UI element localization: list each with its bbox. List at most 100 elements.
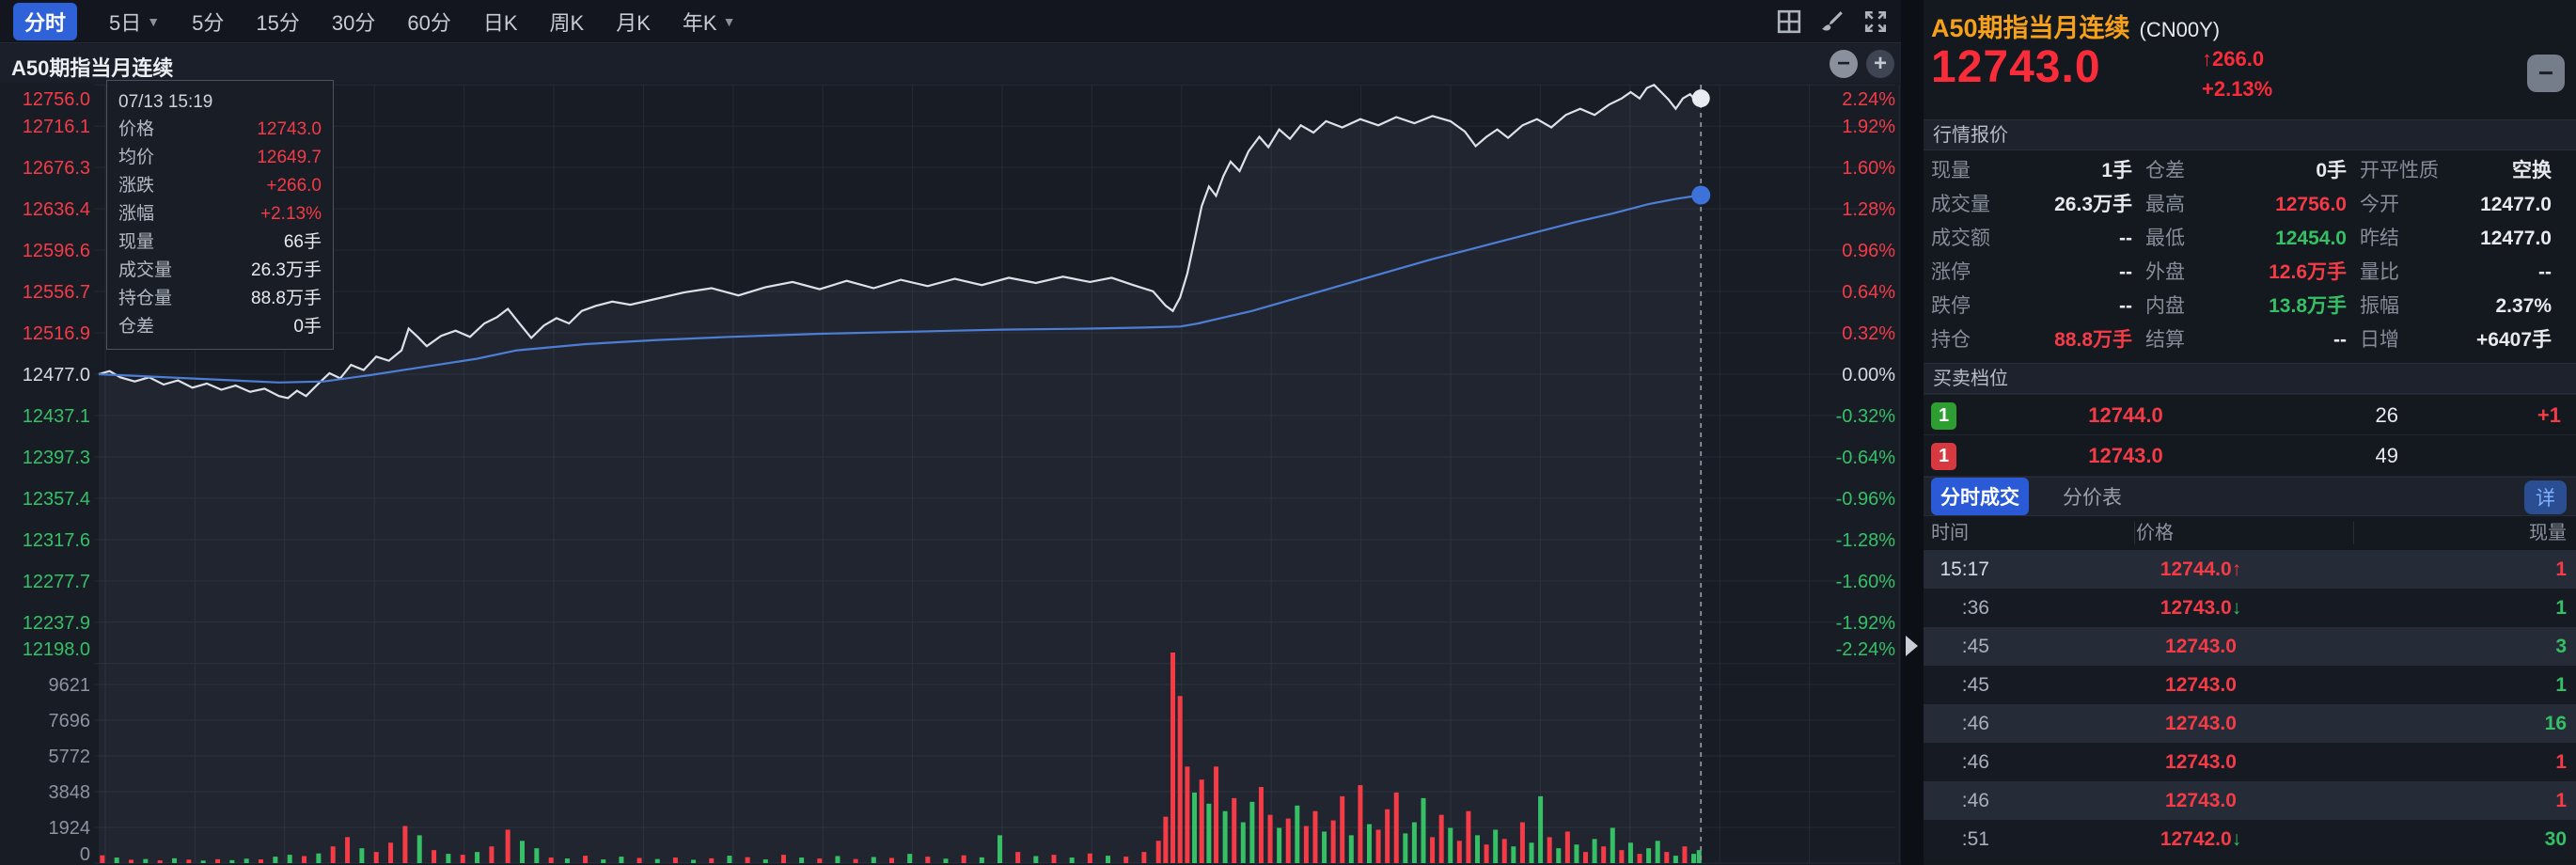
- level-qty: 26: [2375, 403, 2398, 427]
- price-change: ↑266.0: [2202, 47, 2265, 71]
- trade-row[interactable]: :51 12742.0↓ 30: [1924, 820, 2576, 858]
- trade-time: :46: [1961, 790, 1989, 811]
- trade-table-body: 15:17 12744.0↑ 1:36 12743.0↓ 1:45 12743.0 3:45…: [1924, 550, 2576, 858]
- trade-time: :45: [1961, 636, 1989, 657]
- brush-icon[interactable]: [1820, 9, 1845, 34]
- quote-field-最低: 最低 12454.0: [2145, 228, 2347, 249]
- series-价格: [98, 83, 1702, 400]
- zoom-in-button[interactable]: +: [1866, 50, 1894, 78]
- level-badge: 1: [1931, 402, 1956, 430]
- period-tab-5[interactable]: 30分: [331, 10, 376, 35]
- svg-text:5772: 5772: [49, 747, 91, 767]
- quote-field-内盘: 内盘 13.8万手: [2145, 295, 2347, 317]
- level-price: 12743.0: [2088, 444, 2163, 467]
- level-price: 12744.0: [2088, 403, 2163, 427]
- quote-row: 持仓 88.8万手 结算 -- 日增 +6407手: [1924, 323, 2576, 357]
- svg-text:12477.0: 12477.0: [23, 365, 90, 385]
- chart-header: A50期指当月连续 − +: [0, 44, 1901, 83]
- trade-volume: 16: [2544, 713, 2567, 734]
- svg-text:0.96%: 0.96%: [1842, 241, 1895, 261]
- trade-volume: 1: [2555, 674, 2567, 696]
- svg-text:12437.1: 12437.1: [23, 406, 90, 427]
- period-toolbar: 分时 5日 ▼ 5分 15分 30分 60分 日K 周K 月K 年K ▼: [0, 0, 1901, 43]
- trade-row[interactable]: :45 12743.0 1: [1924, 666, 2576, 704]
- period-tab-1[interactable]: 分时: [13, 2, 78, 40]
- quote-field-今开: 今开 12477.0: [2360, 194, 2552, 215]
- trade-table-header: 时间 价格 现量: [1924, 516, 2576, 550]
- quote-field-昨结: 昨结 12477.0: [2360, 228, 2552, 249]
- period-tab-7[interactable]: 日K: [482, 10, 518, 35]
- quote-field-外盘: 外盘 12.6万手: [2145, 261, 2347, 283]
- quote-row: 跌停 -- 内盘 13.8万手 振幅 2.37%: [1924, 290, 2576, 323]
- trade-row[interactable]: 15:17 12744.0↑ 1: [1924, 550, 2576, 589]
- trade-volume: 1: [2555, 558, 2567, 580]
- period-tab-10[interactable]: 年K ▼: [682, 10, 736, 35]
- trade-row[interactable]: :46 12743.0 1: [1924, 743, 2576, 781]
- trade-row[interactable]: :36 12743.0↓ 1: [1924, 589, 2576, 627]
- svg-text:12237.9: 12237.9: [23, 613, 90, 634]
- trade-tabs-row: 分时成交 分价表 详: [1924, 477, 2576, 516]
- svg-text:-1.28%: -1.28%: [1836, 530, 1896, 551]
- svg-text:12277.7: 12277.7: [23, 572, 90, 592]
- down-tick-arrow-icon: ↓: [2231, 828, 2242, 850]
- trade-row[interactable]: :46 12743.0 16: [1924, 704, 2576, 743]
- trade-row[interactable]: :45 12743.0 3: [1924, 627, 2576, 666]
- trade-price: 12743.0: [2165, 674, 2237, 696]
- period-tab-6[interactable]: 60分: [407, 10, 451, 35]
- col-time: 时间: [1931, 523, 1969, 543]
- header-divider: [2134, 522, 2135, 544]
- zoom-out-button[interactable]: −: [1830, 50, 1858, 78]
- ladder-section-header: 买卖档位: [1924, 363, 2576, 394]
- instrument-code: (CN00Y): [2139, 18, 2221, 41]
- trade-time: 15:17: [1940, 558, 1989, 580]
- period-tab-3[interactable]: 5分: [192, 10, 225, 35]
- period-tab-4[interactable]: 15分: [256, 10, 300, 35]
- svg-text:2.24%: 2.24%: [1842, 89, 1895, 110]
- last-price: 12743.0: [1931, 42, 2101, 92]
- period-tab-2[interactable]: 5日 ▼: [109, 10, 161, 35]
- quote-row: 涨停 -- 外盘 12.6万手 量比 --: [1924, 256, 2576, 290]
- layout-grid-icon[interactable]: [1777, 9, 1801, 34]
- intraday-chart-svg[interactable]: 12756.0 12716.1 12676.3 12636.4 12596.6 12556…: [0, 83, 1901, 865]
- trade-price: 12742.0↓: [2160, 828, 2242, 850]
- svg-text:1.60%: 1.60%: [1842, 158, 1895, 179]
- tab-tick-trades[interactable]: 分时成交: [1931, 478, 2029, 515]
- quote-grid: 现量 1手 仓差 0手 开平性质 空换 成交量 26.3万手 最高 12756.0 今开 12477.…: [1924, 150, 2576, 363]
- period-tab-8[interactable]: 周K: [549, 10, 585, 35]
- quote-field-最高: 最高 12756.0: [2145, 194, 2347, 215]
- ask-level-row[interactable]: 1 12744.0 26 +1: [1924, 394, 2576, 435]
- header-divider: [2353, 522, 2354, 544]
- quote-field-仓差: 仓差 0手: [2145, 160, 2347, 181]
- trade-row[interactable]: :46 12743.0 1: [1924, 781, 2576, 820]
- panel-collapse-strip: [1901, 0, 1924, 865]
- quote-field-日增: 日增 +6407手: [2360, 329, 2552, 351]
- tab-price-table[interactable]: 分价表: [2063, 487, 2122, 509]
- order-ladder: 1 12744.0 26 +1 1 12743.0 49: [1924, 394, 2576, 477]
- collapse-panel-arrow-icon[interactable]: [1906, 636, 1918, 656]
- quote-panel: A50期指当月连续 (CN00Y) 12743.0 ↑266.0 +2.13% −…: [1924, 0, 2576, 865]
- minimize-panel-button[interactable]: −: [2527, 55, 2565, 92]
- instrument-name: A50期指当月连续 (CN00Y): [1931, 14, 2221, 42]
- svg-text:1924: 1924: [49, 818, 91, 839]
- tooltip-row: 现量 66手: [118, 232, 322, 252]
- tooltip-datetime: 07/13 15:19: [118, 92, 213, 112]
- svg-text:1.92%: 1.92%: [1842, 117, 1895, 137]
- chart-section: 分时 5日 ▼ 5分 15分 30分 60分 日K 周K 月K 年K ▼ A50期指当月连续 − + …: [0, 0, 1901, 865]
- intraday-plot[interactable]: 12756.0 12716.1 12676.3 12636.4 12596.6 12556…: [0, 80, 1901, 865]
- trade-time: :51: [1961, 828, 1989, 850]
- svg-text:0.32%: 0.32%: [1842, 323, 1895, 344]
- quote-row: 成交额 -- 最低 12454.0 昨结 12477.0: [1924, 222, 2576, 256]
- detail-button[interactable]: 详: [2524, 480, 2567, 514]
- crosshair-avg-dot: [1691, 185, 1711, 205]
- svg-text:3848: 3848: [49, 782, 91, 803]
- bid-level-row[interactable]: 1 12743.0 49: [1924, 435, 2576, 477]
- svg-text:12716.1: 12716.1: [23, 117, 90, 137]
- tooltip-row: 成交量 26.3万手: [118, 260, 322, 280]
- svg-text:9621: 9621: [49, 675, 91, 696]
- period-tab-9[interactable]: 月K: [616, 10, 651, 35]
- level-delta: +1: [2537, 403, 2561, 427]
- expand-icon[interactable]: [1863, 9, 1888, 34]
- col-volume: 现量: [2529, 523, 2567, 543]
- up-arrow-icon: ↑: [2202, 47, 2212, 71]
- quote-field-涨停: 涨停 --: [1931, 261, 2132, 283]
